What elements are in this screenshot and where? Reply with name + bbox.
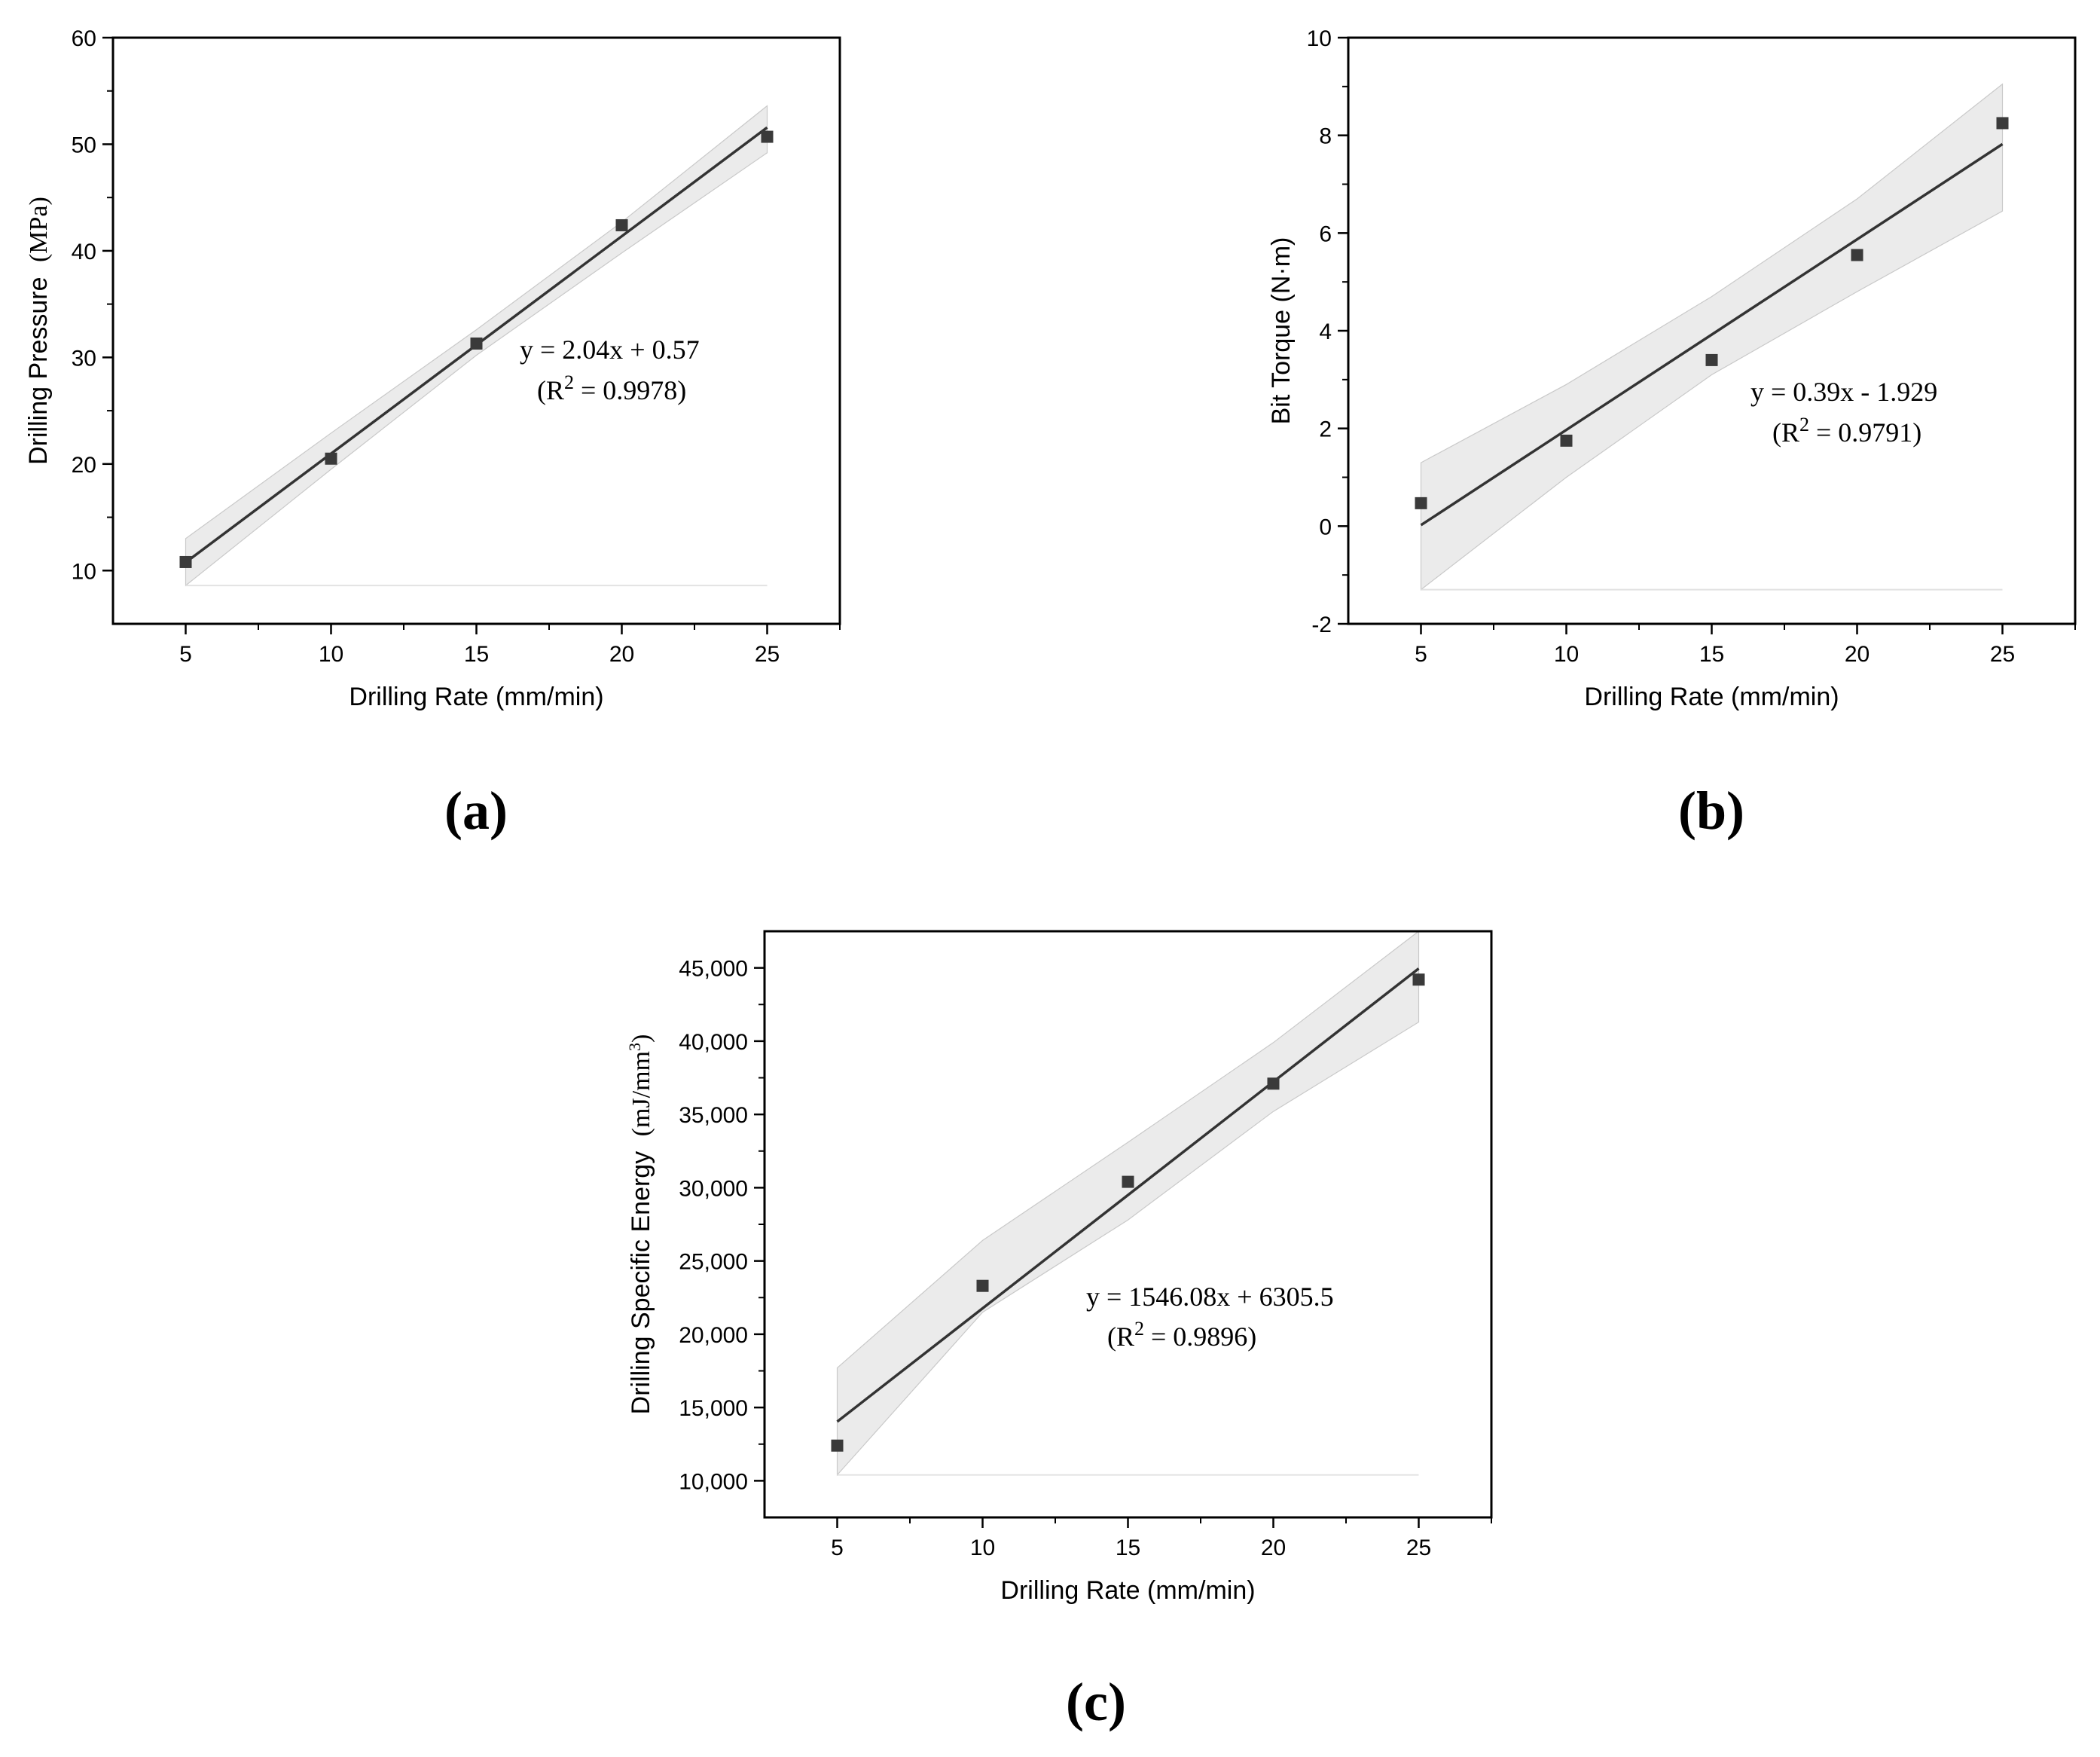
y-tick-label: 30,000	[679, 1176, 748, 1201]
regression-line	[836, 967, 1420, 1423]
r-squared-a: (R2 = 0.9978)	[537, 371, 686, 406]
chart-c: 5 10 15 20 25 10,000 15,000 20,000 25,000 30,000 3…	[625, 930, 1493, 1732]
fit-equation-c: y = 1546.08x + 6305.5 (R2 = 0.9896)	[1086, 1282, 1334, 1352]
y-axis-label-main-b: Bit Torque (N·m)	[1267, 237, 1296, 425]
y-axis-label-main-c: Drilling Specific Energy	[627, 1151, 655, 1415]
data-point	[1415, 497, 1427, 509]
panel-label-b: (b)	[1678, 781, 1744, 841]
data-point	[470, 337, 483, 350]
y-tick-label: 8	[1319, 124, 1332, 149]
y-tick-label: 15,000	[679, 1396, 748, 1421]
x-tick-label: 20	[1261, 1535, 1286, 1560]
x-tick-label: 10	[1554, 642, 1579, 667]
data-point	[1412, 973, 1425, 986]
y-tick-label: 6	[1319, 222, 1332, 246]
r-squared-c: (R2 = 0.9896)	[1107, 1318, 1256, 1352]
y-tick-label: 4	[1319, 319, 1332, 344]
data-point	[1705, 353, 1718, 366]
y-axis-label-c: Drilling Specific Energy (mJ/mm3)	[625, 1034, 656, 1415]
x-tick-label: 10	[319, 642, 343, 667]
data-point	[325, 452, 337, 465]
confidence-band-b	[1420, 83, 2004, 591]
x-tick-label: 20	[1845, 642, 1870, 667]
x-tick-label: 10	[970, 1535, 995, 1560]
data-point	[1122, 1175, 1134, 1188]
chart-b: 5 10 15 20 25 -2 0 2 4 6 8 10 Drilling Rate (mm/min…	[1267, 26, 2077, 841]
data-point	[831, 1439, 844, 1452]
fit-equation-b: y = 0.39x - 1.929 (R2 = 0.9791)	[1751, 377, 1937, 448]
x-tick-label: 5	[1415, 642, 1427, 667]
data-point	[615, 218, 628, 231]
data-points-c	[831, 973, 1425, 1452]
y-tick-label: 10	[1307, 26, 1332, 51]
confidence-band-area	[1420, 83, 2004, 591]
y-axis-label-b: Bit Torque (N·m)	[1267, 237, 1296, 425]
y-tick-label: 10	[72, 559, 96, 584]
x-tick-label: 5	[179, 642, 192, 667]
y-tick-label: 40,000	[679, 1030, 748, 1055]
y-tick-label: 25,000	[679, 1250, 748, 1275]
x-tick-label: 25	[1406, 1535, 1431, 1560]
x-tick-label: 15	[1116, 1535, 1140, 1560]
y-tick-label: 20,000	[679, 1323, 748, 1348]
data-points-b	[1415, 117, 2009, 509]
x-tick-label: 5	[831, 1535, 844, 1560]
fit-equation-text-c: y = 1546.08x + 6305.5	[1086, 1282, 1334, 1312]
x-axis-label-c: Drilling Rate (mm/min)	[1000, 1576, 1255, 1605]
y-tick-label: 10,000	[679, 1469, 748, 1494]
y-tick-label: 0	[1319, 515, 1332, 539]
regression-line	[1420, 142, 2004, 527]
confidence-band-area	[836, 930, 1420, 1477]
fit-line-c	[836, 967, 1420, 1423]
axis-ticks-c: 5 10 15 20 25 10,000 15,000 20,000 25,000 30,000 3…	[679, 957, 1492, 1560]
fit-equation-text-b: y = 0.39x - 1.929	[1751, 377, 1937, 407]
y-tick-label: 35,000	[679, 1103, 748, 1128]
confidence-band-c	[836, 930, 1420, 1477]
y-tick-label: -2	[1311, 613, 1332, 637]
y-axis-label-main-a: Drilling Pressure	[24, 277, 53, 464]
axis-ticks-b: 5 10 15 20 25 -2 0 2 4 6 8 10	[1307, 26, 2076, 667]
panel-label-c: (c)	[1066, 1672, 1126, 1732]
data-point	[179, 555, 192, 568]
x-axis-label-a: Drilling Rate (mm/min)	[349, 683, 603, 711]
data-point	[1851, 249, 1863, 261]
fit-equation-a: y = 2.04x + 0.57 (R2 = 0.9978)	[520, 335, 700, 405]
y-tick-label: 40	[72, 240, 96, 264]
y-tick-label: 2	[1319, 417, 1332, 442]
y-axis-label-unit-c: (mJ/mm	[627, 1051, 655, 1136]
x-tick-label: 15	[464, 642, 489, 667]
x-tick-label: 25	[755, 642, 780, 667]
y-tick-label: 20	[72, 453, 96, 478]
axis-ticks-a: 5 10 15 20 25 10 20 30 40 50 60	[72, 26, 841, 667]
data-point	[1996, 117, 2009, 130]
data-point	[976, 1279, 989, 1292]
data-point	[1560, 434, 1573, 447]
y-tick-label: 50	[72, 133, 96, 157]
r-squared-b: (R2 = 0.9791)	[1772, 414, 1921, 448]
chart-a: 5 10 15 20 25 10 20 30 40 50 60 Drilling Rate (mm/…	[24, 26, 841, 841]
y-tick-label: 60	[72, 26, 96, 51]
x-tick-label: 25	[1990, 642, 2015, 667]
x-tick-label: 15	[1699, 642, 1724, 667]
panel-label-a: (a)	[444, 781, 508, 841]
data-point	[1267, 1077, 1280, 1090]
x-tick-label: 20	[609, 642, 634, 667]
fit-line-b	[1420, 142, 2004, 527]
y-tick-label: 45,000	[679, 957, 748, 982]
fit-equation-text-a: y = 2.04x + 0.57	[520, 335, 700, 365]
data-points-a	[179, 130, 774, 568]
y-axis-label-a: Drilling Pressure (MPa)	[24, 197, 53, 465]
y-axis-label-unit-a: (MPa)	[25, 197, 53, 262]
x-axis-label-b: Drilling Rate (mm/min)	[1584, 683, 1839, 711]
data-point	[761, 130, 774, 143]
y-tick-label: 30	[72, 346, 96, 371]
